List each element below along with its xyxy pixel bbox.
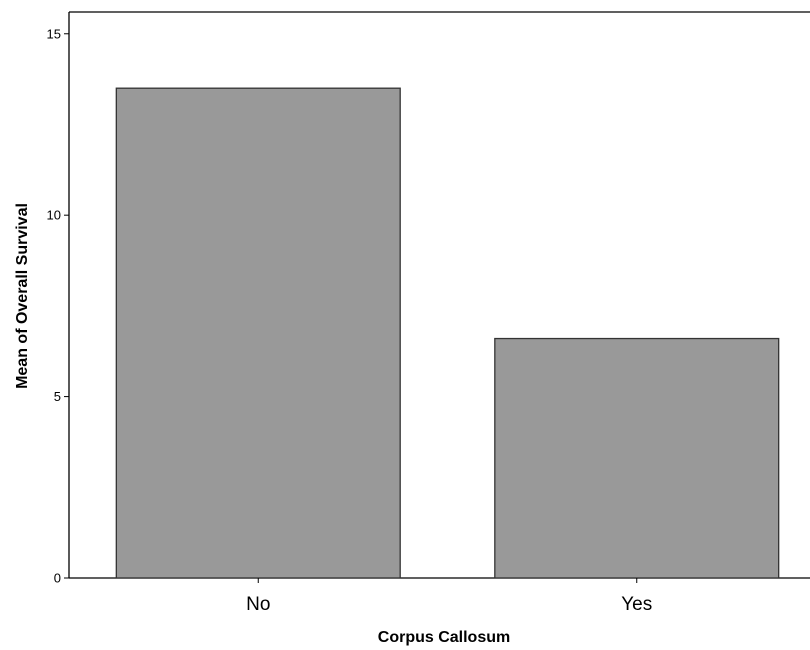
bar-no xyxy=(115,87,401,579)
y-tick-label: 15 xyxy=(47,26,61,41)
bar-yes xyxy=(494,337,780,579)
x-axis-title: Corpus Callosum xyxy=(378,629,510,646)
x-tick-label: Yes xyxy=(621,594,652,615)
y-tick-label: 5 xyxy=(54,389,61,404)
bars xyxy=(115,87,780,579)
y-axis-ticks: 0 5 10 15 xyxy=(47,26,69,586)
x-tick-label: No xyxy=(246,594,270,615)
y-tick-label: 0 xyxy=(54,571,61,586)
x-axis-ticks: No Yes xyxy=(246,578,652,615)
y-tick-label: 10 xyxy=(47,208,61,223)
y-axis-title: Mean of Overall Survival xyxy=(14,203,31,389)
